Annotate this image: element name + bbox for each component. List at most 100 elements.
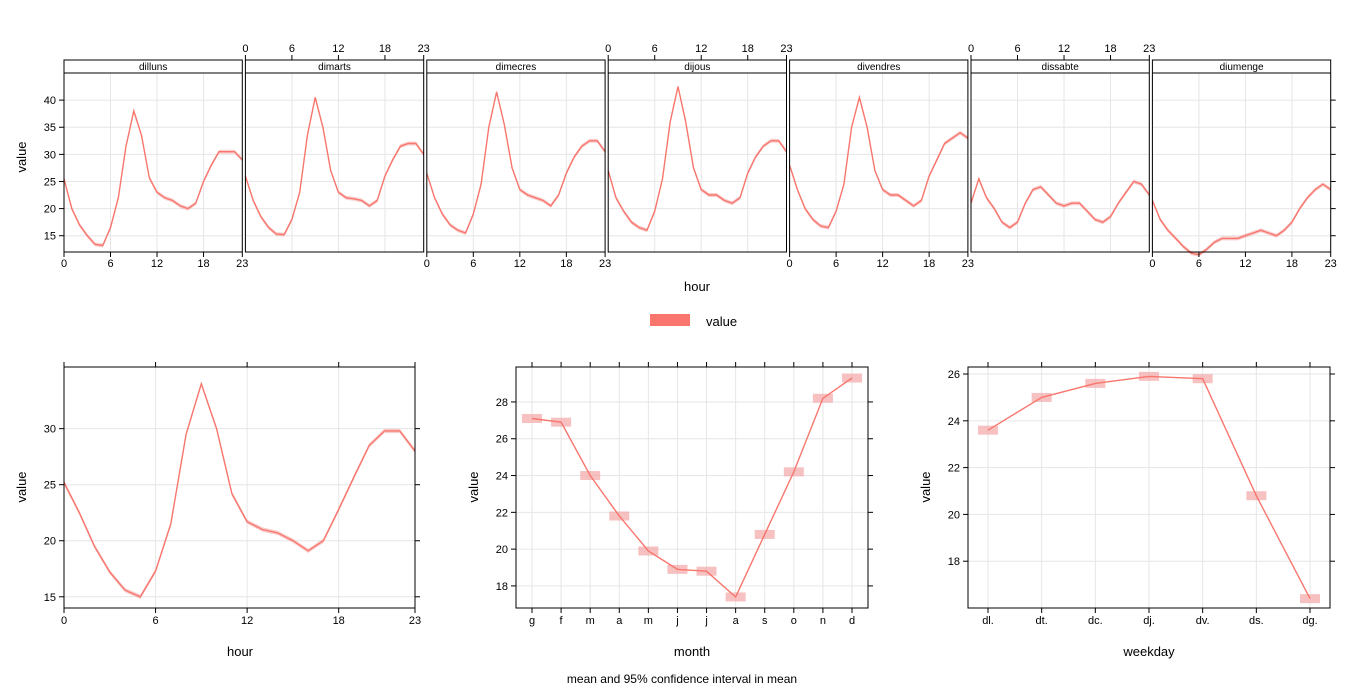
y-tick-label: 26 (496, 434, 508, 446)
x-tick-label: 23 (780, 43, 792, 55)
weekday-hour-axes: 0 6 12 18 23 0 6 12 18 23 0 6 12 18 23 0 6 12 18 23 0 6 12 18 23… (44, 43, 1337, 270)
x-tick-label: 0 (61, 615, 67, 627)
x-tick-label: 18 (742, 43, 754, 55)
panel-dimarts: dimarts (244, 59, 425, 253)
x-tick-label: ds. (1249, 615, 1264, 627)
series-line (63, 108, 243, 247)
panel-diumenge: diumenge (1151, 59, 1332, 257)
month-x-axis-title: month (674, 644, 710, 659)
legend-swatch (650, 314, 690, 326)
x-tick-label: 12 (514, 258, 526, 270)
y-tick-label: 24 (948, 416, 960, 428)
series-line (970, 176, 1150, 229)
x-tick-label: 0 (787, 258, 793, 270)
x-tick-label: g (529, 615, 535, 627)
weekday-y-axis-title: value (918, 471, 933, 502)
x-tick-label: 12 (241, 615, 253, 627)
x-tick-label: m (644, 615, 653, 627)
x-tick-label: 12 (1239, 258, 1251, 270)
x-tick-label: m (586, 615, 595, 627)
x-tick-label: 0 (61, 258, 67, 270)
x-tick-label: dv. (1196, 615, 1210, 627)
x-tick-label: 6 (1196, 258, 1202, 270)
x-tick-label: 18 (560, 258, 572, 270)
series-line (426, 91, 606, 234)
y-tick-label: 24 (496, 471, 508, 483)
panel-frame (426, 59, 606, 253)
legend-label: value (706, 314, 737, 329)
month-y-axis-title: value (466, 471, 481, 502)
x-tick-label: n (820, 615, 826, 627)
panel-divendres: divendres (788, 59, 969, 253)
x-tick-label: a (733, 615, 740, 627)
ci-band (64, 381, 415, 599)
x-tick-label: dj. (1143, 615, 1155, 627)
x-tick-label: 6 (153, 615, 159, 627)
x-tick-label: 0 (1149, 258, 1155, 270)
series-line (244, 97, 425, 236)
x-tick-label: dc. (1088, 615, 1103, 627)
x-tick-label: 23 (418, 43, 430, 55)
panel-frame (63, 59, 243, 253)
panel-frame (244, 59, 425, 253)
y-tick-label: 15 (44, 592, 56, 604)
x-tick-label: 23 (599, 258, 611, 270)
strip-label-dissabte: dissabte (1042, 62, 1080, 73)
x-tick-label: 6 (107, 258, 113, 270)
x-tick-label: 23 (1325, 258, 1337, 270)
x-tick-label: 18 (197, 258, 209, 270)
series-line (1151, 183, 1332, 256)
y-tick-label: 40 (44, 95, 56, 107)
x-tick-label: 18 (923, 258, 935, 270)
x-tick-label: 18 (333, 615, 345, 627)
series-line (607, 86, 788, 232)
x-tick-label: a (616, 615, 623, 627)
x-tick-label: 12 (695, 43, 707, 55)
panel-frame (607, 59, 788, 253)
x-tick-label: f (560, 615, 564, 627)
x-tick-label: 12 (1058, 43, 1070, 55)
x-tick-label: 23 (236, 258, 248, 270)
ci-band (971, 176, 1150, 230)
panel-dijous: dijous (607, 59, 788, 253)
x-tick-label: 18 (1104, 43, 1116, 55)
y-tick-label: 25 (44, 480, 56, 492)
weekday-panel: dl. dt. dc. dj. dv. ds. dg. 18 20 22 24 26 (948, 362, 1335, 627)
x-tick-label: 0 (424, 258, 430, 270)
ci-band (64, 109, 243, 248)
hour-x-axis-title: hour (227, 644, 254, 659)
x-tick-label: 6 (652, 43, 658, 55)
x-tick-label: 18 (379, 43, 391, 55)
x-tick-label: o (791, 615, 797, 627)
ci-band (789, 95, 968, 230)
y-tick-label: 35 (44, 122, 56, 134)
strip-label-dilluns: dilluns (139, 62, 167, 73)
x-tick-label: 18 (1286, 258, 1298, 270)
ci-band (608, 84, 787, 233)
y-tick-label: 20 (44, 204, 56, 216)
x-tick-label: 12 (877, 258, 889, 270)
x-tick-label: 0 (605, 43, 611, 55)
chart-caption: mean and 95% confidence interval in mean (567, 672, 797, 686)
ci-band (426, 90, 606, 235)
x-tick-label: 23 (409, 615, 421, 627)
legend: value (650, 314, 737, 329)
top-y-axis-title: value (14, 141, 29, 172)
y-tick-label: 25 (44, 176, 56, 188)
x-tick-label: 6 (470, 258, 476, 270)
strip-label-dimecres: dimecres (496, 62, 537, 73)
top-x-axis-title: hour (684, 279, 711, 294)
x-tick-label: dt. (1036, 615, 1048, 627)
y-tick-label: 18 (948, 556, 960, 568)
x-tick-label: d (849, 615, 855, 627)
weekday-hour-panels: dilluns dimarts dimecres dijous divendres dis… (63, 59, 1332, 257)
series-line (531, 377, 853, 599)
panel-dilluns: dilluns (63, 59, 243, 253)
x-tick-label: 23 (962, 258, 974, 270)
x-tick-label: 6 (833, 258, 839, 270)
y-tick-label: 15 (44, 231, 56, 243)
ci-band (245, 95, 424, 237)
x-tick-label: 6 (289, 43, 295, 55)
strip-label-diumenge: diumenge (1220, 62, 1264, 73)
